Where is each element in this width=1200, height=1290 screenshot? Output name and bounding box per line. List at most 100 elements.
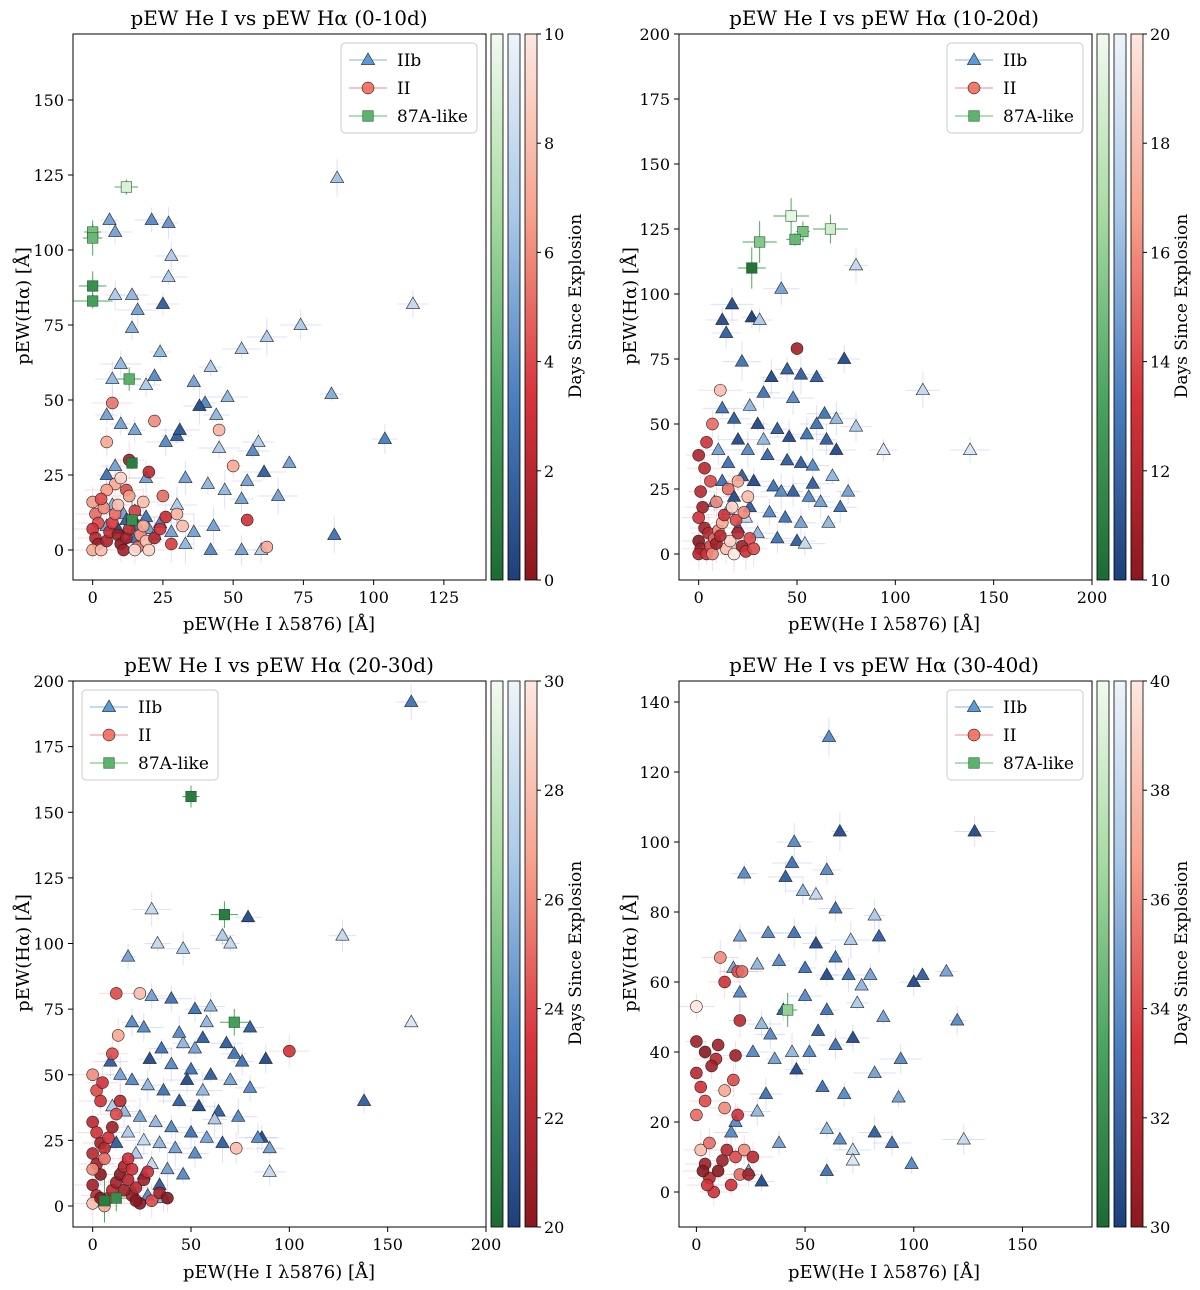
- data-point: [122, 489, 136, 503]
- plot-area: [73, 159, 429, 565]
- x-tick-label: 100: [358, 588, 389, 607]
- data-point: [126, 514, 138, 526]
- plot-frame: [678, 33, 1093, 581]
- legend-box: [81, 689, 219, 781]
- colorbar-iib: [507, 680, 521, 1228]
- legend-label: II: [1003, 79, 1016, 99]
- data-point: [94, 1094, 107, 1108]
- legend-label: 87A-like: [1003, 107, 1074, 127]
- data-point: [690, 1000, 703, 1013]
- data-point: [737, 506, 751, 519]
- legend-label: IIb: [1003, 51, 1027, 71]
- colorbar-tick-label: 22: [544, 1109, 564, 1128]
- data-point: [128, 543, 142, 557]
- data-point: [787, 834, 802, 847]
- series-87a-like: [746, 210, 836, 274]
- y-tick-label: 25: [650, 480, 670, 499]
- data-point: [161, 269, 176, 282]
- data-point: [120, 181, 132, 193]
- data-point: [240, 909, 256, 923]
- legend-label: II: [397, 79, 410, 99]
- data-point: [179, 1072, 195, 1085]
- data-point: [732, 984, 748, 998]
- data-point: [723, 534, 737, 548]
- legend-label: II: [138, 726, 151, 746]
- colorbar-tick-label: 34: [1150, 1000, 1170, 1019]
- colorbar-tick-label: 20: [1150, 25, 1170, 44]
- data-point: [156, 1082, 171, 1096]
- data-point: [781, 429, 797, 442]
- data-point: [148, 1114, 163, 1127]
- data-point: [906, 974, 921, 987]
- data-point: [117, 543, 130, 557]
- series-iib: [707, 257, 978, 549]
- data-point: [727, 547, 741, 561]
- legend-label: IIb: [397, 51, 421, 71]
- series-ii: [690, 951, 760, 1199]
- data-point: [829, 411, 844, 424]
- colorbar-tick-label: 10: [544, 25, 564, 44]
- data-point: [747, 542, 760, 556]
- x-tick-label: 50: [181, 1235, 201, 1254]
- data-point: [801, 489, 816, 502]
- data-point: [154, 1040, 169, 1054]
- panel-20-30d: pEW He I vs pEW Hα (20-30d) 0 50 100 150 200…: [12, 653, 586, 1283]
- data-point: [199, 1014, 214, 1028]
- data-point: [164, 248, 179, 261]
- data-point: [195, 1082, 210, 1096]
- data-point: [130, 302, 145, 315]
- data-point: [817, 405, 832, 419]
- data-point: [724, 1178, 738, 1192]
- data-point: [228, 1016, 240, 1028]
- panel-0-10d: pEW He I vs pEW Hα (0-10d) 0 25 50 75 100 125…: [12, 6, 586, 635]
- y-tick-label: 200: [639, 25, 670, 44]
- data-point: [718, 975, 731, 989]
- x-tick-label: 150: [1007, 1235, 1038, 1254]
- y-tick-label: 100: [639, 833, 670, 852]
- colorbar-tick-label: 40: [1150, 672, 1170, 691]
- y-tick-label: 40: [650, 1043, 670, 1062]
- colorbar-iib: [1113, 680, 1127, 1228]
- data-point: [698, 461, 711, 475]
- colorbar-tick-label: 20: [544, 1218, 564, 1237]
- data-point: [100, 435, 113, 449]
- data-point: [111, 498, 125, 512]
- legend-label: IIb: [138, 698, 162, 718]
- colorbar-tick-label: 0: [544, 571, 554, 590]
- data-point: [762, 504, 777, 518]
- data-point: [218, 909, 230, 921]
- data-point: [698, 1094, 712, 1108]
- y-tick-label: 50: [44, 1066, 64, 1085]
- data-point: [153, 522, 167, 536]
- data-point: [86, 1068, 99, 1082]
- y-tick-label: 25: [44, 1131, 64, 1150]
- legend-marker-87a-like: [968, 110, 980, 122]
- data-point: [956, 1131, 971, 1145]
- data-point: [120, 1124, 136, 1138]
- data-point: [832, 823, 848, 837]
- data-point: [191, 1098, 207, 1112]
- data-point: [120, 949, 136, 962]
- data-point: [103, 1054, 118, 1067]
- data-point: [124, 287, 140, 300]
- data-point: [356, 1093, 372, 1106]
- data-point: [260, 540, 274, 554]
- data-point: [404, 1014, 419, 1028]
- data-point: [694, 1080, 707, 1094]
- data-point: [142, 543, 156, 557]
- data-point: [183, 1124, 199, 1138]
- data-point: [327, 527, 342, 540]
- legend-label: II: [1003, 726, 1016, 746]
- colorbar-87a-like: [1096, 680, 1110, 1228]
- data-point: [172, 1025, 187, 1038]
- panel-title: pEW He I vs pEW Hα (20-30d): [124, 653, 434, 677]
- colorbar-tick-label: 36: [1150, 890, 1170, 909]
- data-point: [756, 431, 771, 445]
- x-axis-label: pEW(He I λ5876) [Å]: [788, 613, 980, 635]
- data-point: [240, 473, 255, 486]
- data-point: [819, 967, 834, 980]
- x-axis-label: pEW(He I λ5876) [Å]: [183, 613, 375, 635]
- data-point: [893, 1051, 908, 1064]
- data-point: [867, 1124, 882, 1138]
